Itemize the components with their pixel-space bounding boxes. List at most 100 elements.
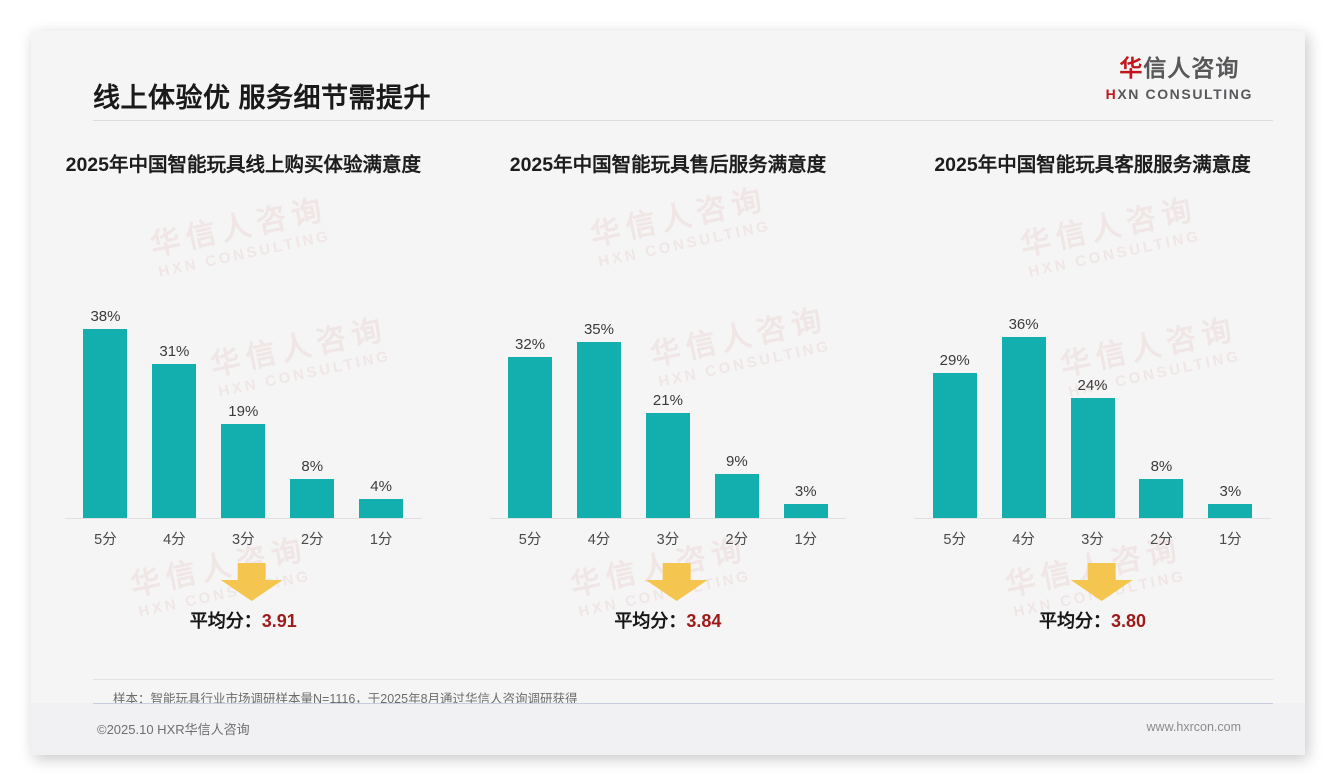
bar-column[interactable]: 29%: [920, 279, 989, 519]
bar-rect[interactable]: [83, 329, 128, 519]
bar-rect[interactable]: [714, 474, 759, 519]
bar-column[interactable]: 3%: [1196, 279, 1265, 519]
logo-cn-red-char: 华: [1119, 55, 1144, 81]
bar-rect[interactable]: [152, 364, 197, 519]
bar-rect[interactable]: [932, 373, 977, 519]
average-score: 平均分：3.84: [614, 607, 721, 633]
bar-rect[interactable]: [576, 342, 621, 519]
bar-value-label: 31%: [159, 343, 190, 360]
x-axis-tick: 4分: [587, 532, 611, 548]
bar-rect[interactable]: [221, 424, 266, 519]
x-axis-tick: 4分: [1012, 532, 1035, 548]
bar-value-label: 9%: [725, 453, 748, 470]
bar-value-label: 21%: [652, 392, 683, 409]
x-axis-labels: 5分 4分 3分 2分 1分: [71, 528, 416, 549]
x-axis-labels: 5分 4分 3分 2分 1分: [496, 528, 841, 549]
bar-chart: 32% 35% 21% 9%: [470, 257, 867, 557]
x-axis-tick: 2分: [1150, 532, 1173, 548]
chart-title: 2025年中国智能玩具售后服务满意度: [509, 154, 827, 176]
bar-column[interactable]: 31%: [140, 279, 209, 519]
x-axis-tick: 5分: [518, 532, 542, 548]
bar-rect[interactable]: [290, 479, 335, 519]
bar-column[interactable]: 24%: [1058, 279, 1127, 519]
bar-group: 38% 31% 19% 8%: [71, 279, 416, 519]
bar-column[interactable]: 3%: [771, 279, 840, 519]
x-axis-tick: 3分: [232, 532, 255, 548]
bar-value-label: 38%: [90, 308, 121, 325]
average-block: 平均分：3.80: [894, 563, 1291, 649]
bar-value-label: 3%: [1219, 483, 1242, 500]
x-axis-line: [65, 518, 422, 519]
bar-column[interactable]: 32%: [496, 279, 565, 519]
bar-column[interactable]: 8%: [1127, 279, 1196, 519]
x-axis-labels: 5分 4分 3分 2分 1分: [920, 528, 1265, 549]
chart-panel-customer-service: 2025年中国智能玩具客服服务满意度 29% 36% 24%: [880, 151, 1305, 649]
bar-column[interactable]: 4%: [347, 279, 416, 519]
bar-rect[interactable]: [1139, 479, 1184, 519]
x-axis-tick: 1分: [369, 532, 393, 548]
bar-rect[interactable]: [645, 413, 690, 519]
slide-header: 线上体验优 服务细节需提升 华信人咨询 HXN CONSULTING: [31, 31, 1305, 121]
bar-value-label: 36%: [1008, 316, 1039, 333]
bar-value-label: 24%: [1077, 377, 1108, 394]
logo-cn-rest: 信人咨询: [1143, 55, 1240, 81]
bar-rect[interactable]: [1070, 398, 1115, 519]
x-axis-tick: 2分: [725, 532, 749, 548]
bar-group: 32% 35% 21% 9%: [496, 279, 841, 519]
bar-value-label: 8%: [301, 458, 324, 475]
x-axis-tick: 1分: [1219, 532, 1242, 548]
bar-rect[interactable]: [783, 504, 828, 519]
bar-column[interactable]: 35%: [565, 279, 634, 519]
slide-footer: ©2025.10 HXR华信人咨询 www.hxrcon.com: [31, 703, 1305, 755]
copyright-text: ©2025.10 HXR华信人咨询: [97, 722, 250, 737]
bar-column[interactable]: 8%: [278, 279, 347, 519]
bar-column[interactable]: 9%: [702, 279, 771, 519]
bar-value-label: 29%: [939, 352, 970, 369]
bar-rect[interactable]: [508, 357, 553, 519]
average-label: 平均分：: [614, 611, 687, 631]
average-score: 平均分：3.91: [190, 607, 297, 633]
x-axis-tick: 3分: [1081, 532, 1104, 548]
bar-rect[interactable]: [1208, 504, 1253, 519]
company-logo: 华信人咨询 HXN CONSULTING: [1105, 57, 1253, 102]
bar-column[interactable]: 21%: [633, 279, 702, 519]
footnote-divider: [93, 679, 1273, 680]
bar-value-label: 32%: [515, 336, 546, 353]
bar-value-label: 35%: [583, 321, 614, 338]
down-arrow-icon: [1070, 563, 1133, 606]
down-arrow-icon: [645, 563, 708, 606]
page-title: 线上体验优 服务细节需提升: [93, 83, 432, 113]
average-label: 平均分：: [1038, 611, 1111, 631]
bar-value-label: 19%: [228, 403, 259, 420]
bar-rect[interactable]: [359, 499, 404, 519]
chart-title: 2025年中国智能玩具线上购买体验满意度: [65, 154, 421, 176]
charts-row: 2025年中国智能玩具线上购买体验满意度 38% 31% 19%: [31, 151, 1305, 649]
average-value: 3.91: [261, 611, 297, 631]
slide-canvas: 华信人咨询 HXN CONSULTING 华信人咨询 HXN CONSULTIN…: [31, 31, 1305, 755]
x-axis-tick: 1分: [794, 532, 818, 548]
sample-footnote: 样本：智能玩具行业市场调研样本量N=1116，于2025年8月通过华信人咨询调研…: [113, 692, 578, 706]
x-axis-line: [914, 518, 1271, 519]
bar-column[interactable]: 19%: [209, 279, 278, 519]
logo-en-red-char: H: [1105, 86, 1118, 102]
bar-chart: 29% 36% 24% 8%: [894, 257, 1291, 557]
website-link[interactable]: www.hxrcon.com: [1146, 720, 1241, 734]
bar-rect[interactable]: [1001, 337, 1046, 519]
bar-value-label: 3%: [794, 483, 817, 500]
average-block: 平均分：3.91: [45, 563, 442, 649]
x-axis-tick: 5分: [94, 532, 117, 548]
x-axis-tick: 3分: [656, 532, 680, 548]
chart-panel-after-sales-service: 2025年中国智能玩具售后服务满意度 32% 35% 21%: [456, 151, 881, 649]
average-label: 平均分：: [189, 611, 262, 631]
average-score: 平均分：3.80: [1039, 607, 1146, 633]
bar-column[interactable]: 38%: [71, 279, 140, 519]
header-divider: [93, 120, 1273, 121]
x-axis-tick: 5分: [943, 532, 966, 548]
bar-value-label: 4%: [370, 478, 392, 495]
bar-group: 29% 36% 24% 8%: [920, 279, 1265, 519]
logo-chinese-text: 华信人咨询: [1106, 57, 1253, 80]
x-axis-tick: 4分: [163, 532, 186, 548]
chart-title: 2025年中国智能玩具客服服务满意度: [934, 154, 1251, 176]
bar-column[interactable]: 36%: [989, 279, 1058, 519]
bar-chart: 38% 31% 19% 8%: [45, 257, 442, 557]
